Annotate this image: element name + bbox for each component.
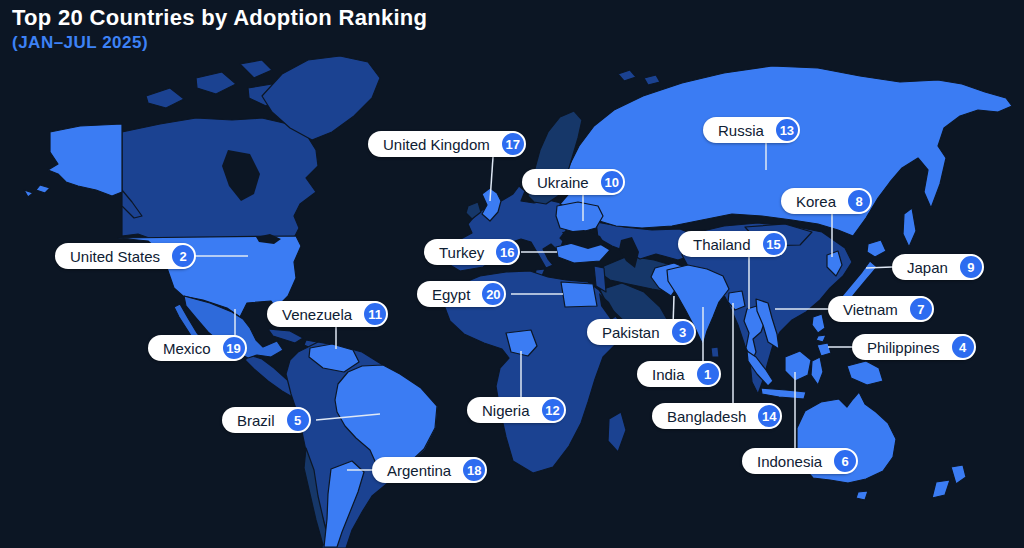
world-map [0,0,1024,548]
rank-badge: 12 [540,397,566,423]
map-java [761,388,806,399]
connector-japan [866,267,892,268]
map-ukraine [556,202,603,233]
map-philippines-visayas [816,335,826,342]
country-label-thailand: Thailand 15 [678,231,785,257]
map-arctic-island-4 [240,60,272,78]
country-label-turkey: Turkey 16 [424,239,518,265]
map-alaska [48,124,122,196]
country-label-pakistan: Pakistan 3 [587,319,694,345]
map-madagascar [608,412,626,452]
rank-badge: 16 [494,239,520,265]
country-name: Mexico [163,340,211,357]
country-label-united-kingdom: United Kingdom 17 [368,131,524,157]
country-name: Venezuela [282,306,352,323]
map-japan-hokkaido [867,240,886,257]
rank-badge: 17 [500,131,526,157]
country-name: Japan [907,259,948,276]
map-arctic-island-2 [196,72,236,94]
country-label-philippines: Philippines 4 [852,334,974,360]
country-name: Egypt [432,286,470,303]
rank-badge: 15 [761,231,787,257]
rank-badge: 1 [695,361,721,387]
country-label-japan: Japan 9 [892,254,982,280]
map-sulawesi [811,357,823,385]
map-tasmania [856,491,868,500]
rank-badge: 10 [599,169,625,195]
country-name: Brazil [237,412,275,429]
country-label-egypt: Egypt 20 [417,281,504,307]
map-sri-lanka [711,347,719,357]
page-subtitle: (JAN–JUL 2025) [12,33,148,53]
country-name: Pakistan [602,324,660,341]
rank-badge: 2 [170,243,196,269]
country-label-mexico: Mexico 19 [148,335,245,361]
rank-badge: 19 [221,335,247,361]
country-name: Nigeria [482,402,530,419]
country-name: Thailand [693,236,751,253]
map-philippines-mindanao [817,343,831,356]
page-title: Top 20 Countries by Adoption Ranking [12,5,427,31]
country-name: Korea [796,193,836,210]
map-new-zealand-south [932,480,950,498]
country-label-india: India 1 [637,361,719,387]
country-name: United States [70,248,160,265]
country-label-indonesia: Indonesia 6 [742,448,856,474]
rank-badge: 9 [958,254,984,280]
map-cuba [268,329,303,343]
country-name: Turkey [439,244,484,261]
rank-badge: 14 [756,403,782,429]
country-label-bangladesh: Bangladesh 14 [652,403,780,429]
country-name: India [652,366,685,383]
country-label-venezuela: Venezuela 11 [267,301,386,327]
country-name: Bangladesh [667,408,746,425]
map-philippines-luzon [812,314,825,333]
map-egypt [561,282,597,307]
rank-badge: 13 [774,117,800,143]
map-canada [122,118,318,239]
country-label-ukraine: Ukraine 10 [522,169,623,195]
country-name: Indonesia [757,453,822,470]
map-svalbard-1 [618,70,636,81]
rank-badge: 3 [670,319,696,345]
country-label-united-states: United States 2 [55,243,194,269]
rank-badge: 11 [362,301,388,327]
country-label-russia: Russia 13 [703,117,798,143]
rank-badge: 5 [285,407,311,433]
rank-badge: 4 [950,334,976,360]
country-label-vietnam: Vietnam 7 [828,296,932,322]
country-label-brazil: Brazil 5 [222,407,309,433]
map-aleutian-2 [24,190,33,197]
country-name: Vietnam [843,301,898,318]
map-borneo [785,351,811,381]
country-name: Argentina [387,462,451,479]
rank-badge: 8 [846,188,872,214]
map-new-guinea [847,361,883,385]
map-new-zealand-north [951,465,966,484]
map-sakhalin [903,208,916,247]
country-label-argentina: Argentina 18 [372,457,485,483]
country-name: Ukraine [537,174,589,191]
rank-badge: 18 [461,457,487,483]
infographic-canvas: Top 20 Countries by Adoption Ranking (JA… [0,0,1024,548]
country-name: Russia [718,122,764,139]
country-name: United Kingdom [383,136,490,153]
country-label-nigeria: Nigeria 12 [467,397,564,423]
country-label-korea: Korea 8 [781,188,870,214]
map-arctic-island-1 [146,88,184,108]
rank-badge: 6 [832,448,858,474]
map-aleutian-1 [36,185,50,193]
country-name: Philippines [867,339,940,356]
rank-badge: 7 [908,296,934,322]
rank-badge: 20 [480,281,506,307]
map-svalbard-2 [644,75,660,85]
